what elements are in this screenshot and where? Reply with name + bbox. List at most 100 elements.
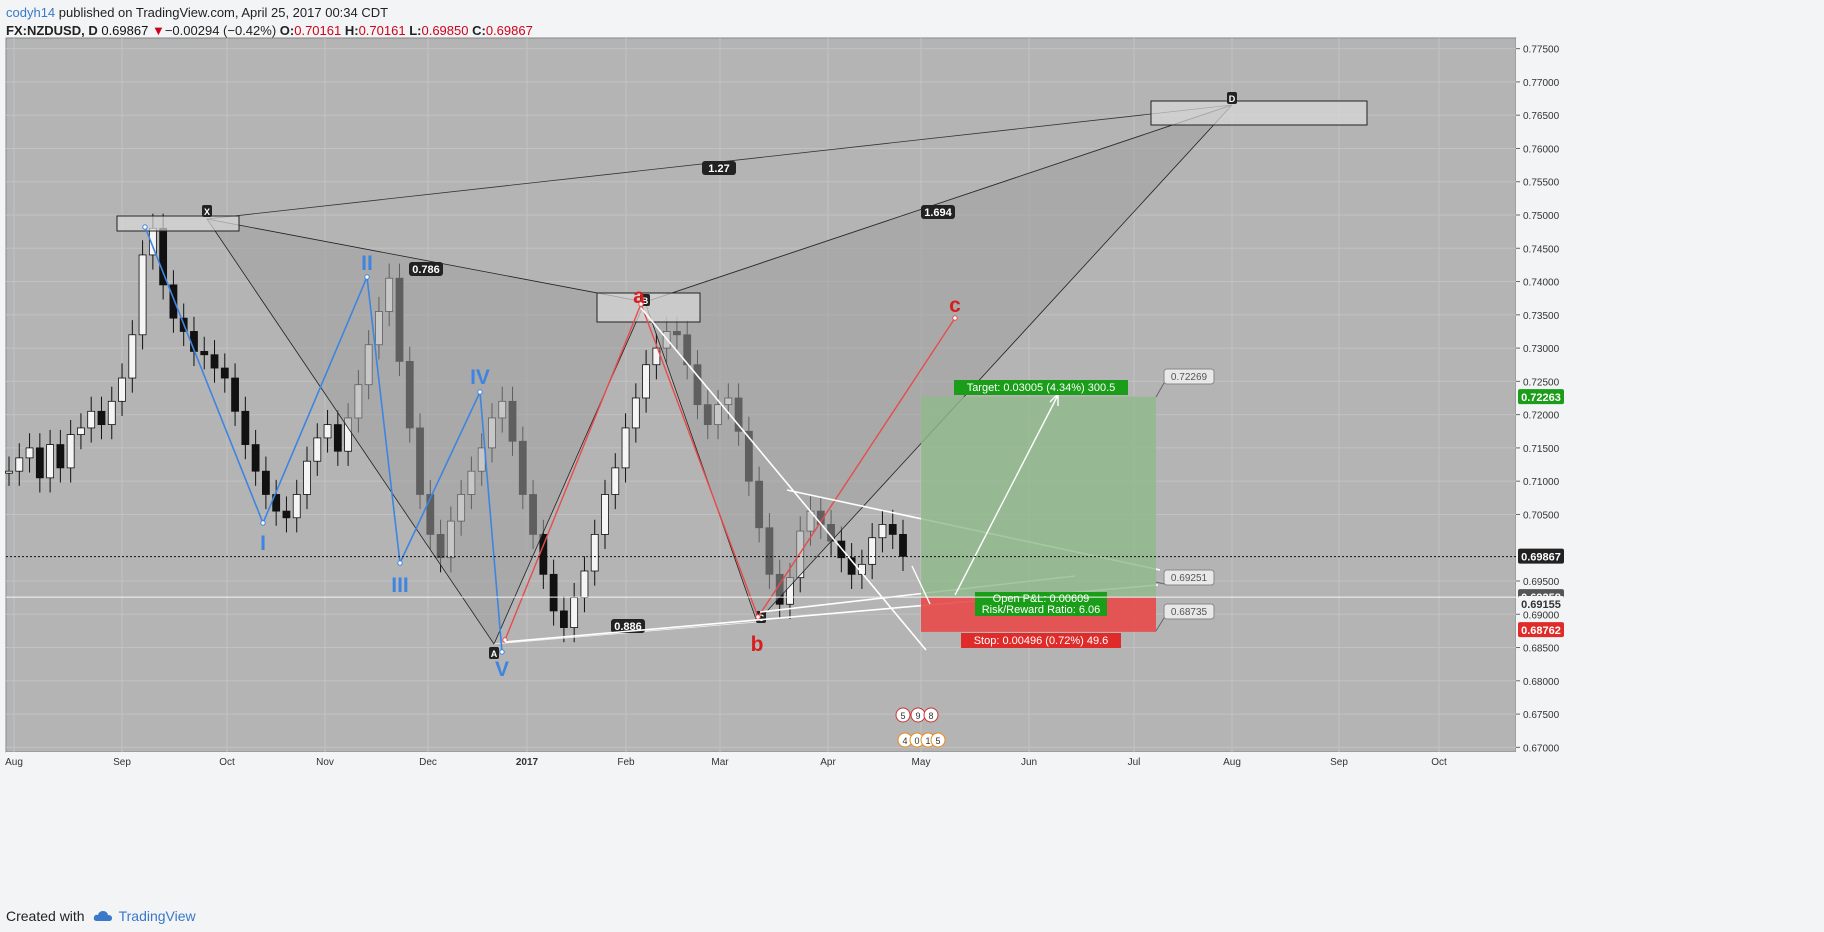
last-price: 0.69867 [101, 23, 149, 38]
bd-line [644, 104, 1233, 303]
wave-node [477, 389, 483, 395]
d-zone-box [1150, 100, 1368, 126]
price-tag-green-bg [1518, 389, 1564, 405]
x-tick-label: Mar [711, 757, 729, 768]
candle-body [35, 447, 44, 479]
blue-wave-label: V [495, 658, 509, 681]
y-tick-label: 0.77000 [1523, 78, 1560, 89]
candle-body [642, 364, 651, 399]
candle-body [66, 434, 75, 469]
x-tick-label: Sep [1330, 757, 1348, 768]
stop-label: Stop: 0.00496 (0.72%) 49.6 [974, 635, 1109, 647]
wave-node [952, 315, 958, 321]
ratio-label: 1.27 [708, 163, 729, 175]
candle-body [899, 534, 907, 557]
ratio-label: 0.786 [412, 264, 440, 276]
point-label-x: X [204, 207, 210, 217]
projection-arrow [954, 394, 1059, 596]
candle-body [159, 227, 168, 286]
event-badge-label: 1 [925, 736, 930, 746]
y-tick-label: 0.75500 [1523, 178, 1560, 189]
y-tick-label: 0.72500 [1523, 377, 1560, 388]
risk-reward-label: Risk/Reward Ratio: 6.06 [982, 604, 1101, 616]
candle-body [128, 334, 137, 379]
blue-wave-label: I [260, 532, 266, 555]
event-badge-label: 0 [914, 736, 919, 746]
candle-body [631, 397, 640, 429]
candle-body [333, 424, 342, 452]
callout-label: 0.69251 [1171, 573, 1208, 584]
candle-body [77, 427, 85, 435]
red-wave-label: a [633, 285, 645, 308]
candle-body [97, 410, 106, 426]
x-zone-box [116, 215, 240, 232]
wave-node [755, 614, 761, 620]
candle-body [220, 367, 229, 379]
event-badge-label: 8 [928, 711, 933, 721]
candle-body [303, 460, 311, 495]
point-badge [202, 205, 212, 217]
wave-node [499, 649, 505, 655]
y-tick-label: 0.76000 [1523, 144, 1560, 155]
candle-body [878, 524, 887, 539]
y-tick-label: 0.71000 [1523, 477, 1560, 488]
publish-info: published on TradingView.com, April 25, … [58, 5, 389, 20]
x-tick-label: May [912, 757, 931, 768]
candle-body [118, 377, 126, 402]
x-tick-label: 2017 [516, 757, 539, 768]
price-chart[interactable]: 0.77500 0.77000 0.76500 0.76000 0.75500 0.750… [0, 0, 1824, 900]
y-tick-label: 0.75000 [1523, 211, 1560, 222]
blue-wave-label: IV [470, 366, 490, 389]
blue-wave-line [144, 226, 503, 653]
candle-body [282, 510, 291, 519]
callout-box [1163, 603, 1215, 620]
candle-body [272, 494, 281, 512]
candle-body [169, 284, 178, 319]
candle-body [138, 254, 147, 336]
blue-wave-label: III [391, 574, 409, 597]
event-badge [895, 707, 911, 723]
ratio-badge [409, 262, 443, 276]
open-pnl-label: Open P&L: 0.00609 [993, 593, 1090, 605]
stop-label-bg [961, 633, 1121, 648]
x-tick-label: Aug [5, 757, 23, 768]
x-tick-label: Jun [1021, 757, 1037, 768]
y-tick-label: 0.73000 [1523, 344, 1560, 355]
ratio-badge [921, 205, 955, 219]
x-tick-label: Oct [219, 757, 235, 768]
callout-box [1163, 368, 1215, 385]
candle-body [292, 494, 301, 519]
point-label-c: C [758, 613, 765, 623]
candle-body [611, 467, 620, 495]
symbol-label: FX:NZDUSD, D [6, 23, 98, 38]
xab-triangle [206, 218, 646, 645]
x-tick-label: Sep [113, 757, 131, 768]
candle-body [251, 444, 260, 472]
candle-body [5, 470, 13, 474]
y-tick-label: 0.71500 [1523, 444, 1560, 455]
point-badge [489, 647, 499, 659]
price-tag-dark: 0.69867 [1521, 552, 1561, 564]
point-label-a: A [491, 649, 498, 659]
x-tick-label: Nov [316, 757, 334, 768]
candle-body [590, 534, 599, 572]
target-label: Target: 0.03005 (4.34%) 300.5 [967, 382, 1116, 394]
close-value: 0.69867 [485, 23, 533, 38]
author-link[interactable]: codyh14 [6, 5, 56, 20]
tradingview-link[interactable]: TradingView [93, 908, 196, 924]
red-wave-label: c [949, 294, 961, 317]
ohlc-line: FX:NZDUSD, D 0.69867 ▼−0.00294 (−0.42%) … [6, 23, 533, 38]
close-label: C: [472, 23, 486, 38]
candle-body [87, 410, 96, 429]
open-label: O: [279, 23, 295, 38]
candle-body [313, 437, 322, 462]
candle-body [559, 610, 568, 628]
ratio-badge [611, 619, 645, 633]
price-change: −0.00294 (−0.42%) [164, 23, 277, 38]
y-tick-label: 0.73500 [1523, 311, 1560, 322]
point-label-d: D [1229, 94, 1236, 104]
chart-header: codyh14 published on TradingView.com, Ap… [6, 2, 1806, 42]
candle-body [25, 447, 34, 459]
price-tag-green: 0.72263 [1521, 392, 1561, 404]
x-tick-label: Apr [820, 757, 836, 768]
